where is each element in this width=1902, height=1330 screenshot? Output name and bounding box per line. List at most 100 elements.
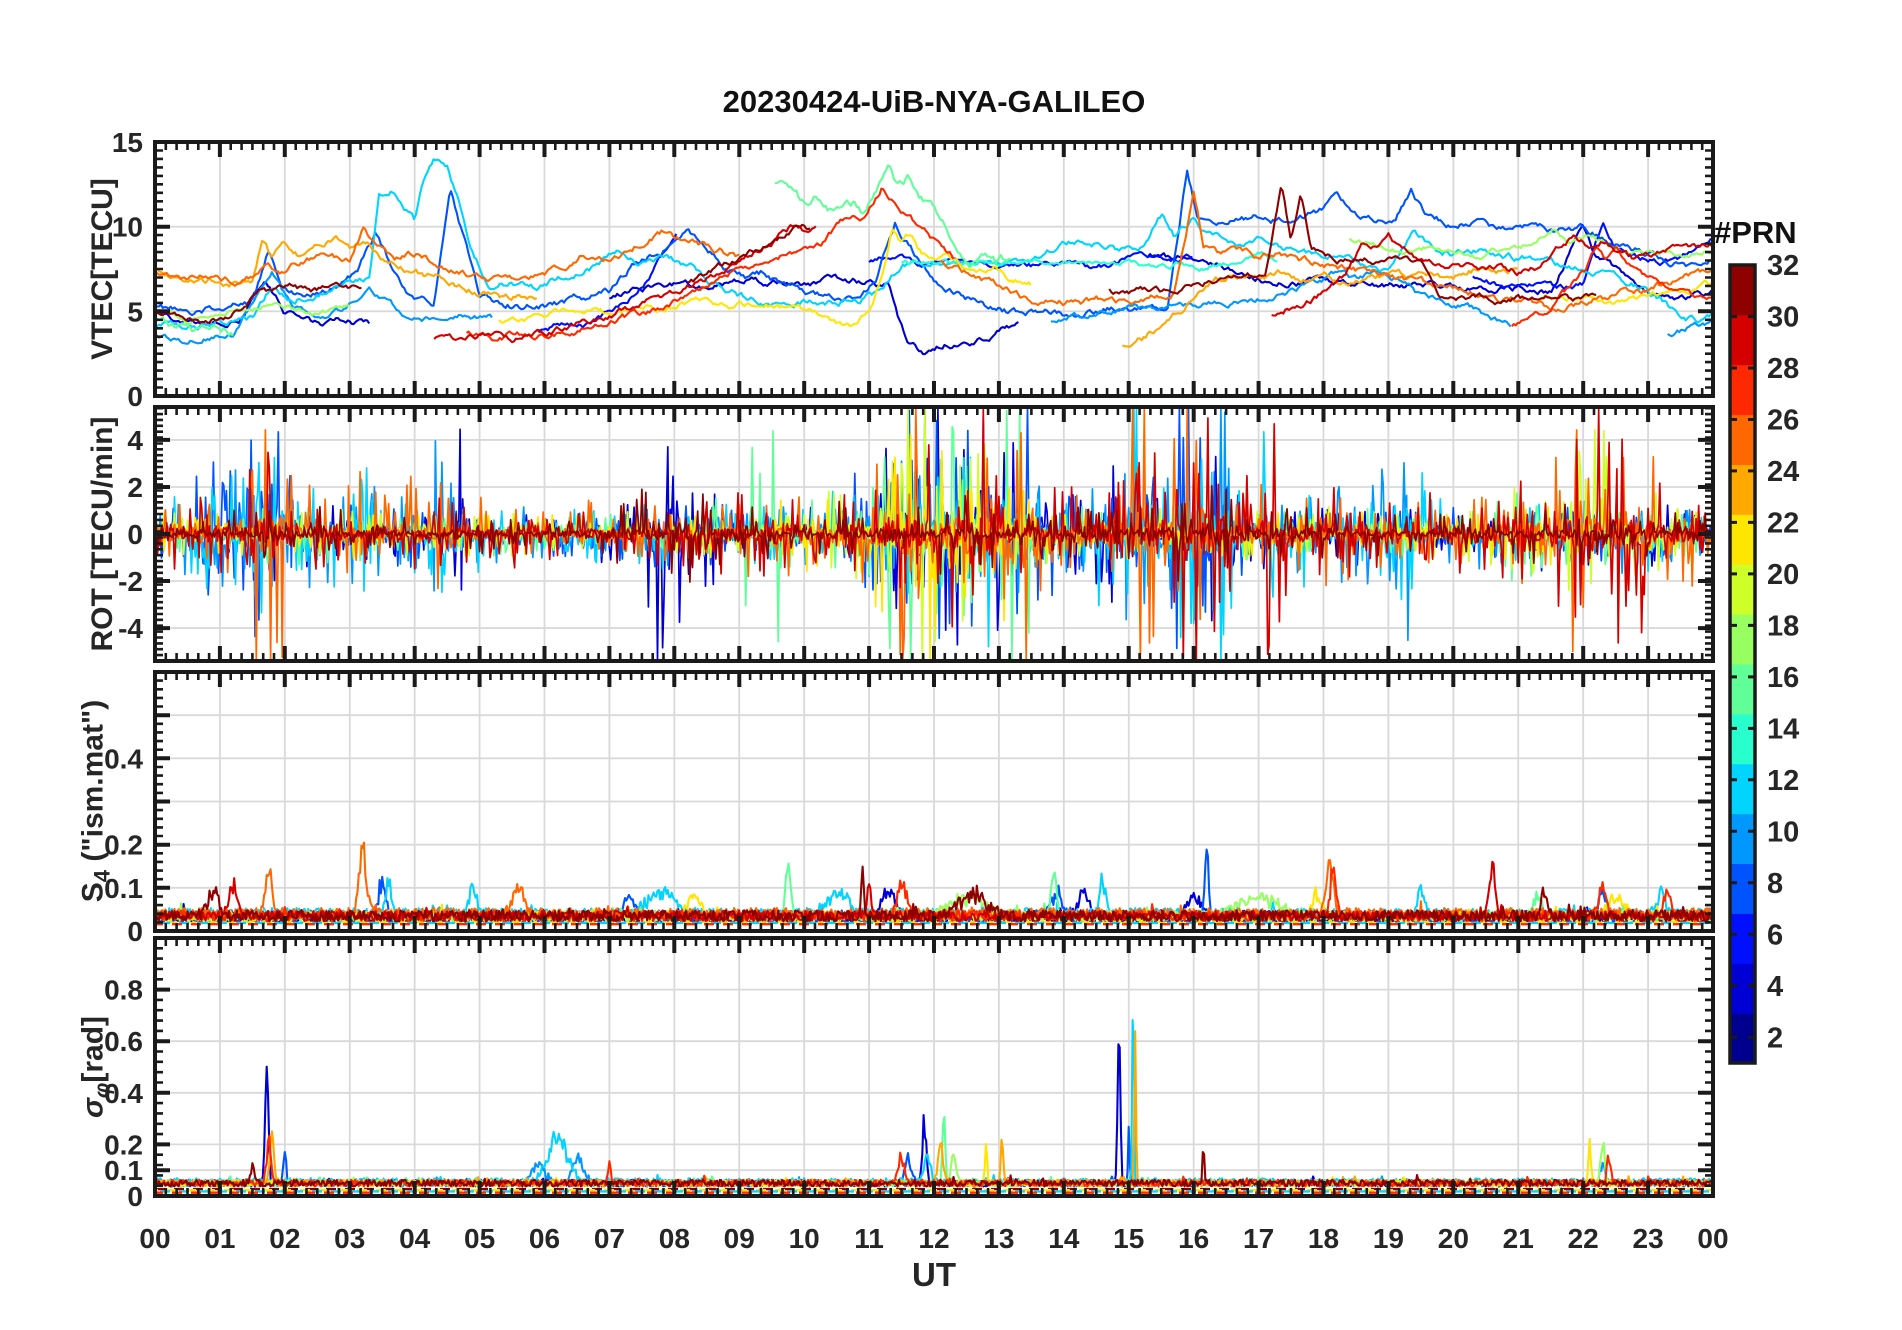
x-tick-label: 01 (204, 1223, 235, 1254)
y-tick-label: 0.2 (104, 1129, 143, 1160)
y-tick-label: 2 (127, 472, 143, 503)
y-tick-label: 0.4 (104, 1078, 143, 1109)
x-axis-label: UT (912, 1256, 956, 1293)
x-tick-label: 17 (1243, 1223, 1274, 1254)
colorbar-tick-label: 32 (1767, 250, 1799, 282)
x-tick-label: 21 (1503, 1223, 1534, 1254)
minor-ticks (155, 140, 1713, 398)
y-axis-label-vtec: VTEC[TECU] (86, 178, 119, 360)
y-tick-label: 0.1 (104, 873, 143, 904)
colorbar-tick-label: 26 (1767, 404, 1799, 436)
colorbar-tick-label: 12 (1767, 765, 1799, 797)
colorbar-tick-label: 8 (1767, 868, 1783, 900)
x-tick-label: 19 (1373, 1223, 1404, 1254)
colorbar-segment (1730, 763, 1755, 815)
colorbar-segment (1730, 265, 1755, 316)
y-tick-label: 0 (127, 381, 143, 412)
x-tick-label: 04 (399, 1223, 431, 1254)
vtec-series-prn-30 (433, 224, 1713, 344)
colorbar-segment (1730, 913, 1755, 964)
x-tick-label: 08 (659, 1223, 690, 1254)
x-tick-label: 00 (139, 1223, 170, 1254)
y-tick-label: 0.8 (104, 975, 143, 1006)
x-tick-label: 07 (594, 1223, 625, 1254)
minor-ticks (155, 670, 1713, 933)
x-tick-label: 09 (724, 1223, 755, 1254)
colorbar-segment (1730, 364, 1755, 416)
x-tick-label: 12 (918, 1223, 949, 1254)
colorbar-segment (1730, 464, 1755, 515)
colorbar-segment (1730, 713, 1755, 765)
colorbar-segment (1730, 614, 1755, 665)
colorbar-tick-label: 4 (1767, 971, 1783, 1003)
axes-box (153, 140, 1715, 398)
x-tick-label: 23 (1633, 1223, 1664, 1254)
vtec-series-prn-28 (465, 187, 1713, 342)
colorbar-segment (1730, 813, 1755, 864)
x-tick-label: 13 (983, 1223, 1014, 1254)
colorbar-title: #PRN (1714, 215, 1797, 250)
x-tick-label: 16 (1178, 1223, 1209, 1254)
y-axis-label-s4: S4 ("ism.mat") (76, 699, 115, 903)
y-tick-label: 5 (127, 296, 143, 327)
y-tick-label: 15 (112, 127, 143, 158)
panel-s4: 0 0.1 0.2 0.4 (104, 670, 1715, 947)
colorbar-tick-label: 16 (1767, 662, 1799, 694)
vtec-series-prn-8 (155, 169, 1713, 319)
rot-series-prn-30 (155, 407, 1713, 661)
colorbar-tick-label: 24 (1767, 456, 1799, 488)
y-tick-label: 0.4 (104, 743, 143, 774)
colorbar-tick-label: 2 (1767, 1022, 1783, 1054)
axes-box (153, 405, 1715, 663)
colorbar-tick-label: 18 (1767, 610, 1799, 642)
axes-box (153, 936, 1715, 1198)
minor-ticks (155, 936, 1713, 1198)
x-tick-label: 02 (269, 1223, 300, 1254)
colorbar-ticks (1730, 263, 1755, 1039)
rot-series-prn-32 (155, 484, 1713, 583)
colorbar-tick-label: 30 (1767, 301, 1799, 333)
panel-vtec: 0 5 10 15 (112, 127, 1715, 412)
y-axis-label-rot: ROT [TECU/min] (86, 416, 119, 652)
chart-title: 20230424-UiB-NYA-GALILEO (722, 84, 1146, 119)
x-tick-label: 15 (1113, 1223, 1144, 1254)
y-tick-label: 0 (127, 916, 143, 947)
y-tick-label: 0 (127, 519, 143, 550)
y-tick-label: 0 (127, 1181, 143, 1212)
x-tick-label: 03 (334, 1223, 365, 1254)
y-tick-label: -4 (118, 613, 143, 644)
colorbar-tick-label: 28 (1767, 353, 1799, 385)
colorbar-tick-label: 10 (1767, 816, 1799, 848)
x-tick-label: 18 (1308, 1223, 1339, 1254)
colorbar-segment (1730, 664, 1755, 715)
colorbar-border (1728, 263, 1757, 1065)
vtec-series-prn-18 (155, 228, 1713, 325)
x-tick-label: 00 (1697, 1223, 1728, 1254)
vtec-series-prn-22 (498, 228, 1713, 328)
y-tick-label: 0.1 (104, 1155, 143, 1186)
colorbar-segment (1730, 863, 1755, 914)
y-tick-label: 4 (127, 425, 143, 456)
x-tick-label: 14 (1048, 1223, 1080, 1254)
axes-box (153, 670, 1715, 933)
y-tick-label: -2 (118, 566, 143, 597)
y-tick-label: 10 (112, 212, 143, 243)
vtec-series-prn-16 (155, 164, 1011, 337)
colorbar-segment (1730, 963, 1755, 1014)
colorbar-tick-label: 20 (1767, 559, 1799, 591)
vtec-series-prn-10 (155, 269, 1713, 345)
y-tick-label: 0.6 (104, 1026, 143, 1057)
minor-ticks (155, 406, 1713, 663)
x-tick-label: 05 (464, 1223, 495, 1254)
colorbar-tick-label: 22 (1767, 507, 1799, 539)
vtec-series-prn-14 (901, 250, 1278, 272)
colorbar-segment (1730, 564, 1755, 615)
x-tick-label: 06 (529, 1223, 560, 1254)
colorbar-segment (1730, 414, 1755, 465)
vtec-series-prn-24 (155, 235, 1519, 348)
panel-rot: -4 -2 0 2 4 (118, 405, 1715, 663)
x-tick-label: 11 (854, 1223, 884, 1254)
